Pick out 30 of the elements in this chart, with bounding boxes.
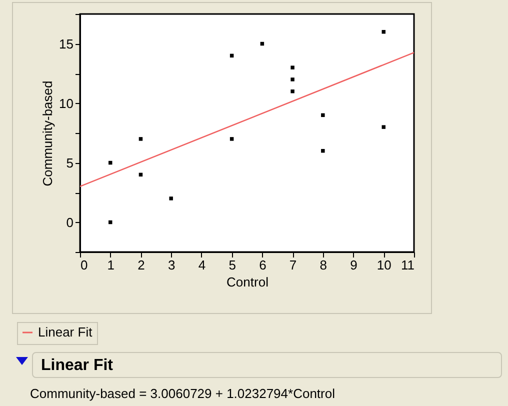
y-tick-label: 10	[59, 96, 74, 111]
x-tick-label: 0	[80, 258, 88, 272]
point	[382, 125, 386, 129]
point	[321, 148, 325, 153]
x-tick-label: 11	[401, 258, 414, 272]
x-tick-label: 5	[228, 258, 236, 272]
point	[290, 66, 294, 70]
x-tick-label: 4	[198, 258, 206, 272]
y-tick-label: 5	[66, 155, 74, 170]
point	[321, 113, 325, 118]
point	[290, 89, 294, 94]
text: Community-based = 3.0060729 + 1.0232794*Control	[30, 386, 335, 401]
point	[230, 137, 234, 141]
x-tick-label: 2	[138, 258, 145, 272]
x-tick-label: 6	[259, 258, 266, 272]
x-tick-label: 1	[107, 258, 114, 272]
y-axis-title: Community-based	[40, 80, 56, 186]
x-tick-label: 9	[350, 258, 358, 272]
y-tick-label: 15	[59, 36, 74, 52]
x-tick-label: 10	[376, 258, 392, 272]
text: Linear Fit	[32, 352, 502, 378]
point	[169, 196, 173, 200]
y-tick-label: 0	[66, 214, 74, 230]
point	[290, 78, 294, 82]
x-axis-title: Control	[226, 274, 269, 290]
legend-label: Linear Fit	[38, 324, 93, 340]
x-tick-label: 8	[320, 258, 328, 272]
x-tick-label: 7	[289, 258, 297, 272]
x-tick-label: 3	[168, 258, 176, 272]
point	[138, 137, 143, 141]
